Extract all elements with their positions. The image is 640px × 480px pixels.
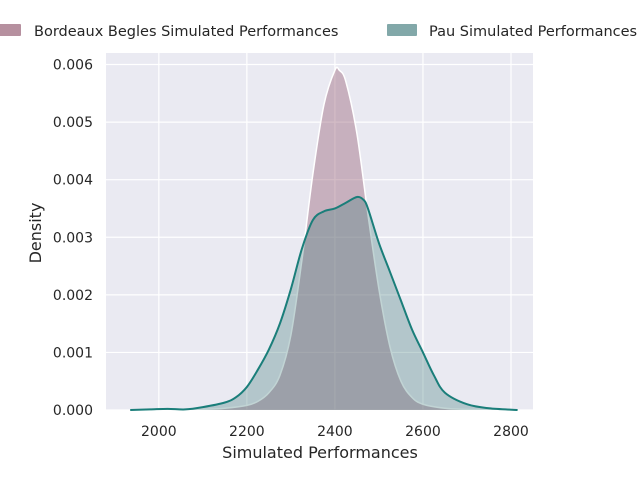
y-tick-label: 0.003 bbox=[53, 230, 93, 246]
x-axis-ticks: 2000 2200 2400 2600 2800 bbox=[141, 424, 529, 440]
x-axis-label: Simulated Performances bbox=[222, 443, 418, 462]
y-axis-label: Density bbox=[26, 203, 45, 264]
density-area-pau bbox=[130, 196, 518, 410]
x-tick-label: 2200 bbox=[229, 424, 265, 440]
y-tick-label: 0.006 bbox=[53, 58, 93, 74]
legend-swatch-pau bbox=[387, 24, 417, 36]
x-tick-label: 2000 bbox=[141, 424, 177, 440]
legend: Bordeaux Begles Simulated Performances P… bbox=[0, 24, 637, 40]
y-tick-label: 0.005 bbox=[53, 115, 93, 131]
x-tick-label: 2800 bbox=[493, 424, 529, 440]
y-tick-label: 0.004 bbox=[53, 173, 93, 189]
legend-label-pau: Pau Simulated Performances bbox=[429, 24, 637, 40]
x-tick-label: 2600 bbox=[405, 424, 441, 440]
density-line-pau bbox=[130, 195, 518, 411]
legend-swatch-bordeaux bbox=[0, 24, 21, 36]
density-areas bbox=[130, 66, 518, 411]
y-tick-label: 0.000 bbox=[53, 403, 93, 419]
legend-label-bordeaux: Bordeaux Begles Simulated Performances bbox=[34, 24, 338, 40]
x-tick-label: 2400 bbox=[317, 424, 353, 440]
y-tick-label: 0.001 bbox=[53, 345, 93, 361]
density-area-bordeaux bbox=[156, 67, 494, 410]
y-axis-ticks: 0.000 0.001 0.002 0.003 0.004 0.005 0.006 bbox=[53, 58, 93, 419]
y-tick-label: 0.002 bbox=[53, 288, 93, 304]
density-line-bordeaux bbox=[156, 66, 494, 411]
plot-background bbox=[106, 53, 533, 410]
